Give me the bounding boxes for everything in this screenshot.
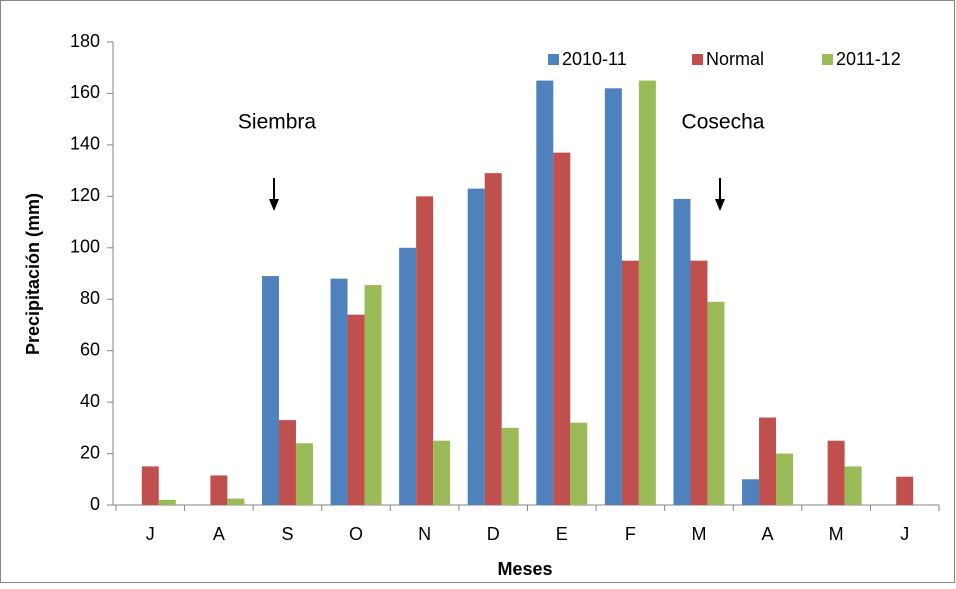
y-tick-label: 60 [80,339,100,359]
x-axis-title: Meses [497,559,552,579]
bar [896,476,914,505]
y-tick-label: 20 [80,442,100,462]
bar [261,276,279,505]
y-tick-label: 100 [70,237,100,257]
x-tick-label: M [691,524,706,544]
legend-swatch [692,54,703,65]
bar [707,301,725,505]
legend-swatch [548,54,559,65]
bar [827,440,845,505]
bar [347,314,365,505]
annotation: Siembra [238,111,317,134]
bar [484,173,502,505]
legend-swatch [822,54,833,65]
y-axis-title: Precipitación (mm) [23,193,43,355]
y-tick-label: 140 [70,134,100,154]
y-tick-label: 80 [80,288,100,308]
bar [210,475,228,505]
x-tick-label: S [281,524,293,544]
y-tick-label: 180 [70,31,100,51]
bar [364,285,382,505]
annotation: Cosecha [682,111,765,134]
bar [759,417,777,505]
bar [690,260,708,505]
y-tick-label: 160 [70,82,100,102]
bar [570,422,588,505]
x-tick-label: A [762,524,774,544]
bar [416,196,434,506]
bar [742,479,760,505]
y-tick-label: 0 [90,494,100,514]
bar [553,152,571,505]
bar [536,80,554,505]
legend-label: Normal [706,49,764,69]
x-tick-label: A [213,524,225,544]
x-tick-label: D [487,524,500,544]
x-tick-label: N [418,524,431,544]
annotation-arrowhead [269,199,279,211]
x-tick-label: J [146,524,155,544]
x-tick-label: J [900,524,909,544]
bar [141,466,159,505]
bar [621,260,639,505]
x-tick-label: O [349,524,363,544]
y-tick-label: 120 [70,185,100,205]
bar [158,499,176,505]
legend-label: 2011-12 [836,49,901,69]
bar [399,247,417,505]
x-tick-label: F [625,524,636,544]
bar [604,88,622,506]
bar [330,278,348,505]
legend-label: 2010-11 [562,49,627,69]
bar [467,188,485,505]
bar [638,80,656,505]
bar [278,420,296,505]
bar [501,427,519,505]
bar [433,440,451,505]
bar [227,498,245,505]
bar [844,466,862,505]
bar [295,443,313,505]
bar [673,198,691,505]
bar [776,453,794,505]
x-tick-label: M [829,524,844,544]
annotation-arrowhead [715,199,725,211]
y-tick-label: 40 [80,391,100,411]
x-tick-label: E [556,524,568,544]
